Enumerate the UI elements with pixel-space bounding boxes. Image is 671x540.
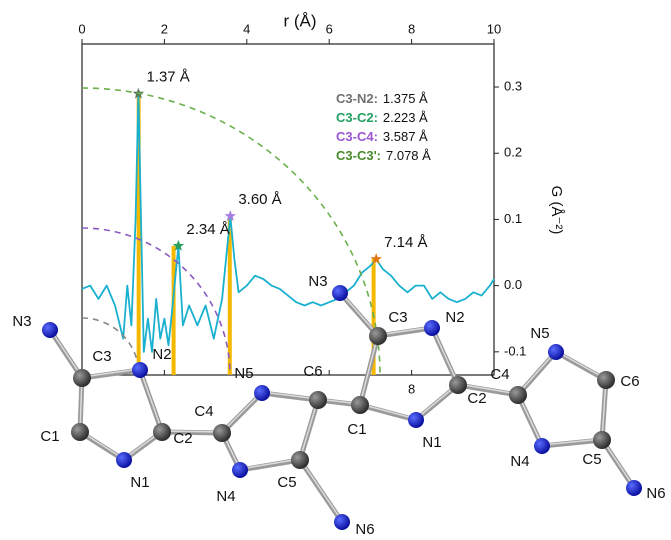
carbon-atom [509,386,527,404]
x-axis-title: r (Å) [283,11,316,30]
x-tick-label: 0 [78,21,85,36]
nitrogen-atom [232,462,248,478]
atom-label: N5 [530,325,549,342]
figure: 0 2 4 6 8 8 10 -0.1 0.0 0.1 0.2 0.3 1.37 Å 2.34 Å 3.60… [0,0,671,540]
carbon-atom [71,423,89,441]
atom-label: C3 [388,309,407,326]
annotation-value: 1.375 Å [383,91,428,106]
nitrogen-atom [42,322,58,338]
nitrogen-atom [534,438,550,454]
atom-label: C2 [173,430,192,447]
atom-label: N6 [355,521,374,538]
atom-label: N4 [216,488,235,505]
atom-label: C3 [92,348,111,365]
x-tick-label: 8 [408,21,415,36]
nitrogen-atom [334,514,350,530]
peak-label: 3.60 Å [238,191,281,208]
atom-label: N1 [130,474,149,491]
atom-label: N3 [12,313,31,330]
annotation: C3-N2: 1.375 Å [336,91,428,106]
y-tick-label: 0.1 [504,211,522,226]
peak-label: 7.14 Å [384,234,427,251]
atom-label: C6 [303,363,322,380]
carbon-atom [213,424,231,442]
bond-highlight [300,459,342,521]
y-tick-label: 0.0 [504,277,522,292]
nitrogen-atom [254,385,270,401]
atom-label: C4 [194,403,213,420]
carbon-atom [369,327,387,345]
nitrogen-atom [408,412,424,428]
bond [240,460,300,470]
carbon-atom [153,423,171,441]
annotation-value: 3.587 Å [383,129,428,144]
x-tick-label: 10 [487,21,501,36]
annotation-name: C3-C2: [336,110,378,125]
nitrogen-atom [424,320,440,336]
x-tick-label: 6 [326,21,333,36]
nitrogen-atom [132,362,148,378]
carbon-atom [351,396,369,414]
y-tick-label: -0.1 [504,343,526,358]
atom-label: C2 [467,390,486,407]
atom-label: N6 [646,485,665,502]
nitrogen-atom [548,344,564,360]
annotation: C3-C4: 3.587 Å [336,129,428,144]
carbon-atom [309,391,327,409]
atom-label: C1 [347,421,366,438]
atom-label: N2 [445,309,464,326]
atom-label: N4 [510,453,529,470]
bond-highlight [556,351,606,379]
y-axis-title: G (Å⁻²) [548,186,565,235]
annotation-name: C3-C4: [336,129,378,144]
carbon-atom [73,369,91,387]
annotation-name: C3-N2: [336,91,378,106]
atom-label: C4 [490,366,509,383]
annotation: C3-C2: 2.223 Å [336,110,428,125]
bond [542,440,602,446]
atom-label: C1 [40,428,59,445]
y-tick-label: 0.3 [504,78,522,93]
carbon-atom [597,371,615,389]
atom-label: N5 [234,365,253,382]
carbon-atom [593,431,611,449]
y-tick-label: 0.2 [504,145,522,160]
atom-label: N3 [308,273,327,290]
x-tick-label: 4 [243,21,250,36]
bond-highlight [140,369,162,431]
x-tick-label-bottom: 8 [408,381,415,396]
x-tick-label: 2 [161,21,168,36]
atom-label: C5 [582,451,601,468]
atom-label: N1 [422,434,441,451]
carbon-atom [449,376,467,394]
peak-label: 1.37 Å [146,69,189,86]
atom-label: N2 [152,346,171,363]
atom-label: C6 [620,373,639,390]
annotation-name: C3-C3': [336,148,381,163]
atom-label: C5 [277,474,296,491]
nitrogen-atom [626,480,642,496]
annotation-value: 7.078 Å [386,148,431,163]
carbon-atom [291,451,309,469]
peak-label: 2.34 Å [186,221,229,238]
plot: 0 2 4 6 8 8 10 -0.1 0.0 0.1 0.2 0.3 1.37 Å 2.34 Å 3.60… [78,21,526,396]
nitrogen-atom [116,452,132,468]
nitrogen-atom [332,285,348,301]
annotation-value: 2.223 Å [383,110,428,125]
